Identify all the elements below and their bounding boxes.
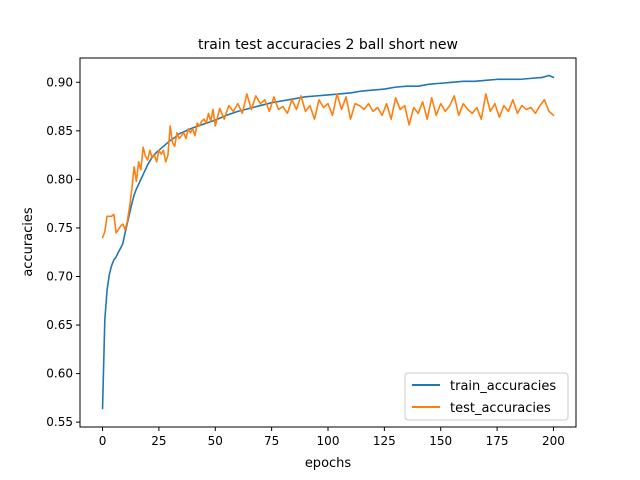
x-tick-label: 175 [486, 434, 509, 448]
y-tick-label: 0.75 [46, 221, 73, 235]
x-axis-ticks: 0 25 50 75 100 125 150 175 200 [99, 427, 565, 448]
x-tick-label: 25 [151, 434, 166, 448]
x-tick-label: 125 [373, 434, 396, 448]
legend: train_accuracies test_accuracies [404, 372, 569, 421]
x-tick-label: 0 [99, 434, 107, 448]
legend-box [404, 372, 569, 421]
y-tick-label: 0.55 [46, 415, 73, 429]
x-tick-label: 150 [429, 434, 452, 448]
x-tick-label: 75 [264, 434, 279, 448]
y-axis-ticks: 0.55 0.60 0.65 0.70 0.75 0.80 0.85 0.90 [46, 75, 80, 429]
y-tick-label: 0.80 [46, 172, 73, 186]
y-axis-label: accuracies [21, 207, 36, 277]
legend-label-test: test_accuracies [450, 401, 551, 416]
y-tick-label: 0.60 [46, 367, 73, 381]
series-line-test-accuracies [101, 93, 555, 239]
x-tick-label: 200 [542, 434, 565, 448]
series-layer [101, 74, 555, 410]
y-tick-label: 0.85 [46, 124, 73, 138]
plot-frame [79, 57, 577, 428]
y-tick-label: 0.70 [46, 269, 73, 283]
chart-title: train test accuracies 2 ball short new [198, 37, 458, 53]
x-axis-label: epochs [305, 456, 352, 471]
x-tick-label: 100 [317, 434, 340, 448]
y-tick-label: 0.65 [46, 318, 73, 332]
legend-label-train: train_accuracies [450, 379, 556, 394]
y-tick-label: 0.90 [46, 75, 73, 89]
x-tick-label: 50 [208, 434, 223, 448]
